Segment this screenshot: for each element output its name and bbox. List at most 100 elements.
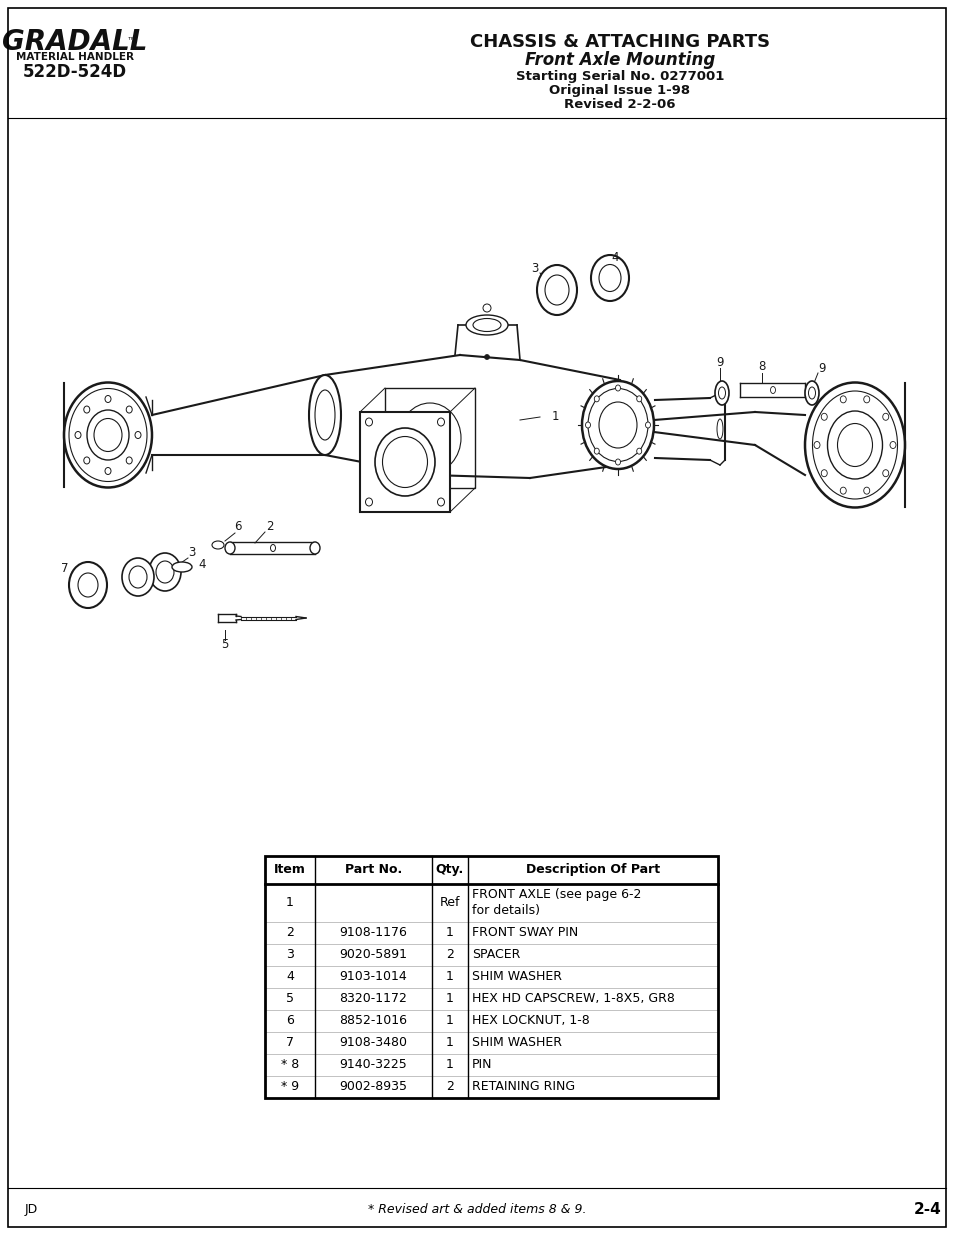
Text: 9140-3225: 9140-3225 bbox=[339, 1058, 407, 1072]
Ellipse shape bbox=[310, 542, 319, 555]
Ellipse shape bbox=[84, 406, 90, 412]
Ellipse shape bbox=[129, 566, 147, 588]
Ellipse shape bbox=[598, 403, 637, 448]
Ellipse shape bbox=[598, 264, 620, 291]
Ellipse shape bbox=[105, 468, 111, 474]
Ellipse shape bbox=[636, 396, 641, 401]
Ellipse shape bbox=[594, 396, 598, 401]
Ellipse shape bbox=[365, 417, 372, 426]
Text: 2: 2 bbox=[446, 948, 454, 962]
Ellipse shape bbox=[537, 266, 577, 315]
Text: 5: 5 bbox=[221, 638, 229, 652]
Text: 4: 4 bbox=[286, 971, 294, 983]
Ellipse shape bbox=[314, 390, 335, 440]
Text: SPACER: SPACER bbox=[472, 948, 519, 962]
Ellipse shape bbox=[465, 315, 507, 335]
Ellipse shape bbox=[718, 387, 724, 399]
Text: HEX LOCKNUT, 1-8: HEX LOCKNUT, 1-8 bbox=[472, 1014, 589, 1028]
Text: MATERIAL HANDLER: MATERIAL HANDLER bbox=[16, 52, 133, 62]
Ellipse shape bbox=[484, 354, 489, 359]
Ellipse shape bbox=[84, 457, 90, 464]
Text: HEX HD CAPSCREW, 1-8X5, GR8: HEX HD CAPSCREW, 1-8X5, GR8 bbox=[472, 993, 674, 1005]
Ellipse shape bbox=[64, 383, 152, 488]
Text: 7: 7 bbox=[286, 1036, 294, 1050]
Text: 2: 2 bbox=[446, 1081, 454, 1093]
Ellipse shape bbox=[804, 382, 818, 405]
Text: 9020-5891: 9020-5891 bbox=[339, 948, 407, 962]
Ellipse shape bbox=[126, 406, 132, 412]
Ellipse shape bbox=[105, 395, 111, 403]
Text: 3: 3 bbox=[531, 262, 538, 274]
Ellipse shape bbox=[375, 429, 435, 496]
Ellipse shape bbox=[149, 553, 181, 592]
Ellipse shape bbox=[813, 441, 820, 448]
Text: 1: 1 bbox=[446, 1058, 454, 1072]
Text: 2: 2 bbox=[286, 926, 294, 940]
Text: 2: 2 bbox=[266, 520, 274, 534]
Text: FRONT AXLE (see page 6-2: FRONT AXLE (see page 6-2 bbox=[472, 888, 640, 902]
Text: 8852-1016: 8852-1016 bbox=[339, 1014, 407, 1028]
Text: PIN: PIN bbox=[472, 1058, 492, 1072]
Ellipse shape bbox=[714, 382, 728, 405]
Text: Description Of Part: Description Of Part bbox=[525, 863, 659, 877]
Text: Starting Serial No. 0277001: Starting Serial No. 0277001 bbox=[516, 69, 723, 83]
Ellipse shape bbox=[882, 469, 888, 477]
Text: 9108-1176: 9108-1176 bbox=[339, 926, 407, 940]
Ellipse shape bbox=[156, 561, 173, 583]
Text: Original Issue 1-98: Original Issue 1-98 bbox=[549, 84, 690, 96]
Ellipse shape bbox=[437, 498, 444, 506]
Text: Qty.: Qty. bbox=[436, 863, 464, 877]
Text: 1: 1 bbox=[446, 926, 454, 940]
Text: 1: 1 bbox=[286, 897, 294, 909]
Ellipse shape bbox=[862, 396, 869, 403]
Ellipse shape bbox=[807, 387, 815, 399]
Text: 6: 6 bbox=[234, 520, 241, 534]
Ellipse shape bbox=[812, 391, 897, 499]
Ellipse shape bbox=[365, 498, 372, 506]
Ellipse shape bbox=[615, 385, 619, 391]
Text: GRADALL: GRADALL bbox=[2, 28, 148, 56]
Text: * 9: * 9 bbox=[280, 1081, 298, 1093]
Text: 3: 3 bbox=[188, 547, 195, 559]
Text: Item: Item bbox=[274, 863, 306, 877]
Ellipse shape bbox=[122, 558, 153, 597]
Ellipse shape bbox=[581, 382, 654, 469]
Ellipse shape bbox=[437, 417, 444, 426]
Ellipse shape bbox=[78, 573, 98, 597]
Bar bbox=[385, 388, 475, 488]
Ellipse shape bbox=[544, 275, 568, 305]
Text: 8: 8 bbox=[758, 361, 765, 373]
Text: 9: 9 bbox=[818, 362, 825, 374]
Text: Revised 2-2-06: Revised 2-2-06 bbox=[563, 98, 675, 110]
Text: SHIM WASHER: SHIM WASHER bbox=[472, 971, 561, 983]
Ellipse shape bbox=[69, 562, 107, 608]
Ellipse shape bbox=[826, 411, 882, 479]
Ellipse shape bbox=[770, 387, 775, 394]
Text: 8320-1172: 8320-1172 bbox=[339, 993, 407, 1005]
Ellipse shape bbox=[69, 389, 147, 482]
Ellipse shape bbox=[837, 424, 872, 467]
Ellipse shape bbox=[862, 487, 869, 494]
Text: CHASSIS & ATTACHING PARTS: CHASSIS & ATTACHING PARTS bbox=[470, 33, 769, 51]
Ellipse shape bbox=[840, 487, 845, 494]
Ellipse shape bbox=[585, 422, 590, 429]
Ellipse shape bbox=[882, 414, 888, 420]
Text: SHIM WASHER: SHIM WASHER bbox=[472, 1036, 561, 1050]
Ellipse shape bbox=[126, 457, 132, 464]
Ellipse shape bbox=[615, 459, 619, 466]
Text: ™: ™ bbox=[126, 35, 135, 44]
Ellipse shape bbox=[590, 254, 628, 301]
Text: 9103-1014: 9103-1014 bbox=[339, 971, 407, 983]
Ellipse shape bbox=[225, 542, 234, 555]
Text: 6: 6 bbox=[286, 1014, 294, 1028]
Ellipse shape bbox=[87, 410, 129, 459]
Ellipse shape bbox=[473, 319, 500, 331]
Text: 7: 7 bbox=[61, 562, 69, 574]
Text: JD: JD bbox=[25, 1203, 38, 1216]
Text: 1: 1 bbox=[446, 1036, 454, 1050]
Text: FRONT SWAY PIN: FRONT SWAY PIN bbox=[472, 926, 578, 940]
Text: Ref: Ref bbox=[439, 897, 459, 909]
Text: * Revised art & added items 8 & 9.: * Revised art & added items 8 & 9. bbox=[367, 1203, 586, 1216]
Ellipse shape bbox=[840, 396, 845, 403]
Text: 4: 4 bbox=[611, 251, 618, 263]
